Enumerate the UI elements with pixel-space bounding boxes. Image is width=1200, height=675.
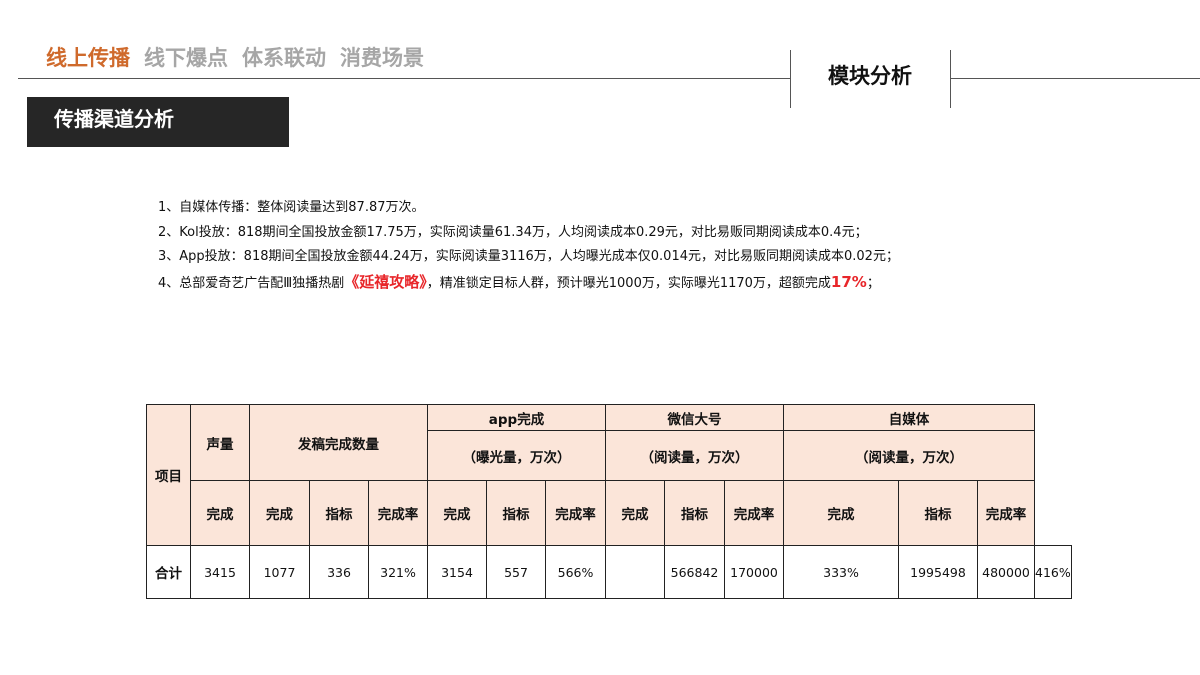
total-cell: 170000 — [724, 545, 784, 599]
total-cell — [605, 545, 665, 599]
divider — [790, 50, 791, 108]
header-item: 项目 — [146, 404, 191, 546]
header-wechat: 微信大号 — [605, 404, 784, 431]
point-text: 4、总部爱奇艺广告配Ⅲ独播热剧 — [158, 275, 345, 291]
point-text: ，精准锁定目标人群，预计曝光1000万，实际曝光1170万，超额完成 — [426, 275, 831, 291]
total-cell: 321% — [368, 545, 428, 599]
nav-tab-offline[interactable]: 线下爆点 — [144, 46, 228, 70]
divider — [950, 50, 951, 108]
header-app: app完成 — [427, 404, 606, 431]
total-cell: 336 — [309, 545, 369, 599]
divider — [18, 78, 790, 79]
subheader-cell: 指标 — [898, 480, 978, 546]
total-cell: 566842 — [664, 545, 725, 599]
point: 4、总部爱奇艺广告配Ⅲ独播热剧《延禧攻略》，精准锁定目标人群，预计曝光1000万… — [158, 270, 998, 297]
total-cell: 3154 — [427, 545, 487, 599]
total-cell: 1995498 — [898, 545, 978, 599]
subheader-cell: 完成 — [783, 480, 899, 546]
point: 3、App投放：818期间全国投放金额44.24万，实际阅读量3116万，人均曝… — [158, 249, 899, 264]
highlight-percent: 17% — [830, 272, 867, 291]
nav-tab-system[interactable]: 体系联动 — [242, 46, 326, 70]
subheader-cell: 完成 — [249, 480, 310, 546]
total-cell: 333% — [783, 545, 899, 599]
subheader-cell: 完成 — [427, 480, 487, 546]
header-unit: （阅读量，万次） — [605, 430, 784, 481]
subheader-cell: 完成率 — [368, 480, 428, 546]
point: 1、自媒体传播：整体阅读量达到87.87万次。 — [158, 200, 425, 215]
nav-tab-online[interactable]: 线上传播 — [46, 46, 130, 70]
subheader-cell: 指标 — [664, 480, 725, 546]
total-cell: 1077 — [249, 545, 310, 599]
divider — [950, 78, 1200, 79]
header-drafts: 发稿完成数量 — [249, 404, 428, 481]
header-unit: （阅读量，万次） — [783, 430, 1035, 481]
subheader-cell: 完成率 — [545, 480, 606, 546]
subheader-cell: 完成率 — [724, 480, 784, 546]
subheader-cell: 指标 — [309, 480, 369, 546]
subheader-cell: 指标 — [486, 480, 546, 546]
header-volume: 声量 — [190, 404, 250, 481]
subheader-cell: 完成 — [605, 480, 665, 546]
header-unit: （曝光量，万次） — [427, 430, 606, 481]
total-label: 合计 — [146, 545, 191, 599]
point-text: ； — [866, 275, 880, 291]
point: 2、Kol投放：818期间全国投放金额17.75万，实际阅读量61.34万，人均… — [158, 224, 868, 240]
highlight-drama: 《延禧攻略》 — [344, 272, 427, 291]
total-cell: 557 — [486, 545, 546, 599]
total-cell: 566% — [545, 545, 606, 599]
section-title: 传播渠道分析 — [27, 97, 289, 147]
analysis-points: 1、自媒体传播：整体阅读量达到87.87万次。 2、Kol投放：818期间全国投… — [158, 196, 998, 296]
total-cell: 480000 — [977, 545, 1035, 599]
channel-table: 项目 声量 发稿完成数量 app完成 微信大号 自媒体 （曝光量，万次） （阅读… — [146, 404, 1072, 599]
module-title: 模块分析 — [828, 64, 912, 88]
total-cell: 416% — [1034, 545, 1072, 599]
nav-tab-consumption[interactable]: 消费场景 — [340, 46, 424, 70]
total-cell: 3415 — [190, 545, 250, 599]
subheader-cell: 完成 — [190, 480, 250, 546]
top-nav: 线上传播 线下爆点 体系联动 消费场景 — [46, 42, 424, 72]
header-selfmedia: 自媒体 — [783, 404, 1035, 431]
subheader-cell: 完成率 — [977, 480, 1035, 546]
